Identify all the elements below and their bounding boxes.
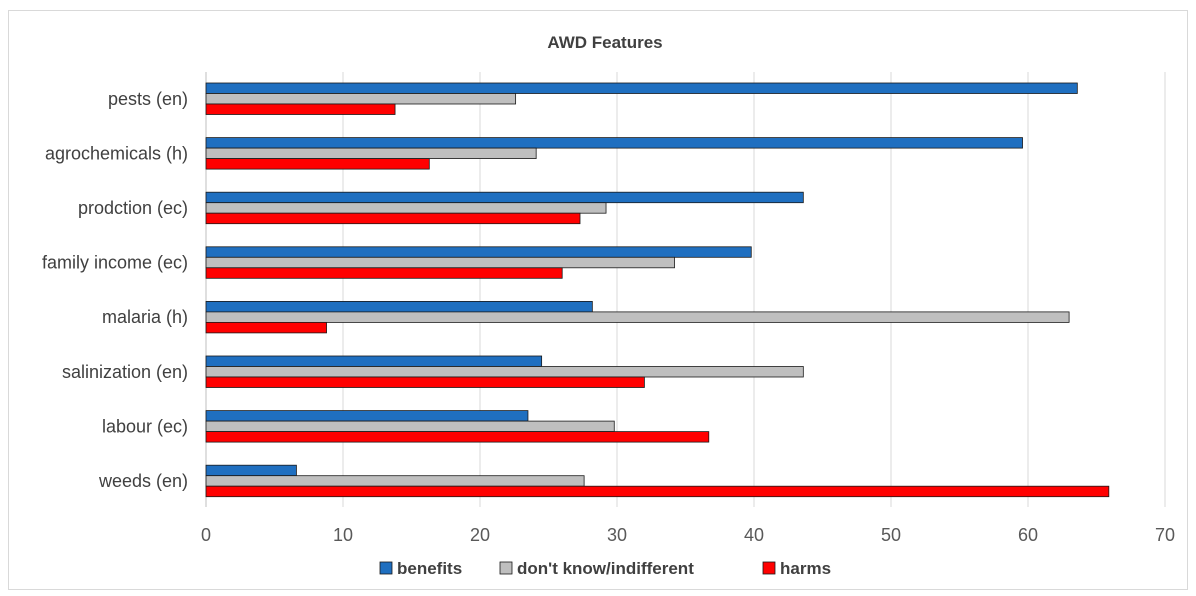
- category-label: labour (ec): [102, 416, 188, 436]
- bar-benefits-2: [205, 191, 804, 204]
- legend-label: benefits: [397, 559, 462, 578]
- category-label: malaria (h): [102, 307, 188, 327]
- bar-harms-0: [205, 103, 396, 115]
- bar-benefits-6: [205, 410, 529, 422]
- bar-dont-know-7: [205, 475, 585, 487]
- category-label: pests (en): [108, 89, 188, 109]
- bar-benefits-1: [205, 137, 1023, 149]
- bar-dont-know-2: [205, 202, 607, 214]
- bar-benefits-7: [205, 464, 297, 477]
- bar-harms-7: [205, 485, 1110, 498]
- category-label: salinization (en): [62, 362, 188, 382]
- bar-harms-6: [205, 431, 710, 443]
- legend-swatch: [762, 561, 776, 575]
- x-tick-label: 30: [607, 525, 627, 545]
- bar-dont-know-5: [205, 366, 804, 378]
- bars: [205, 82, 1110, 498]
- x-tick-label: 10: [333, 525, 353, 545]
- category-labels: pests (en) agrochemicals (h) prodction (ec…: [42, 89, 188, 491]
- legend-swatch: [499, 561, 513, 575]
- bar-benefits-4: [205, 300, 593, 313]
- x-tick-label: 50: [881, 525, 901, 545]
- chart-frame: [8, 10, 1188, 590]
- bar-dont-know-6: [205, 420, 615, 433]
- legend-label: don't know/indifferent: [517, 559, 694, 578]
- bar-benefits-5: [205, 355, 543, 367]
- category-label: family income (ec): [42, 253, 188, 273]
- bar-harms-3: [205, 267, 563, 279]
- category-label: agrochemicals (h): [45, 143, 188, 163]
- legend-swatch: [379, 561, 393, 575]
- x-axis-ticks: 0 10 20 30 40 50 60 70: [201, 525, 1175, 545]
- legend: benefits don't know/indifferent harms: [379, 559, 831, 578]
- bar-harms-4: [205, 321, 327, 334]
- legend-label: harms: [780, 559, 831, 578]
- bar-harms-5: [205, 376, 645, 388]
- chart-title: AWD Features: [547, 33, 662, 52]
- bar-dont-know-4: [205, 311, 1070, 323]
- bar-harms-1: [205, 158, 430, 170]
- x-tick-label: 60: [1018, 525, 1038, 545]
- category-label: weeds (en): [98, 471, 188, 491]
- x-tick-label: 20: [470, 525, 490, 545]
- x-tick-label: 0: [201, 525, 211, 545]
- bar-dont-know-1: [205, 147, 537, 160]
- category-label: prodction (ec): [78, 198, 188, 218]
- bar-benefits-3: [205, 246, 752, 258]
- bar-benefits-0: [205, 82, 1078, 94]
- bar-dont-know-0: [205, 93, 517, 105]
- x-tick-label: 70: [1155, 525, 1175, 545]
- bar-dont-know-3: [205, 256, 675, 269]
- x-tick-label: 40: [744, 525, 764, 545]
- bar-harms-2: [205, 212, 581, 225]
